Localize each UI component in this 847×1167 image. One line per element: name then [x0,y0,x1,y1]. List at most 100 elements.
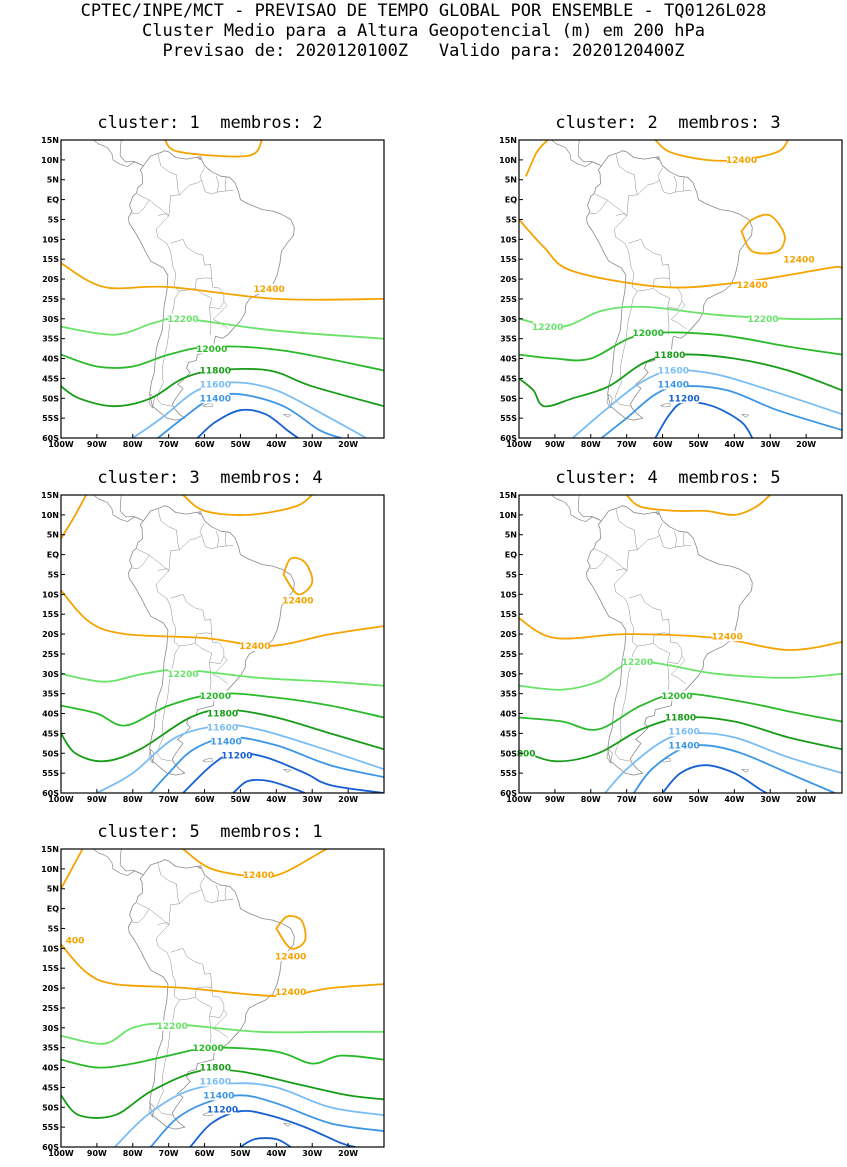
lat-tick-label: 15N [499,136,517,145]
contour-11400 [632,744,836,793]
island-coast [741,413,749,418]
contour-label: 12400 [711,632,742,642]
latitude-axis: 15N 10N 5N EQ 5S 10S 15S 20S 25S 30S 35S 40S 45S 50S 5… [499,491,523,798]
contour-label-bg [240,640,270,651]
contour-label-bg [276,951,306,962]
contour-11200 [196,408,299,438]
country-border [209,307,212,335]
country-border [195,278,225,309]
country-border [653,633,683,664]
country-border [179,876,205,904]
lat-tick-label: 5S [48,924,60,933]
coastline-central-america [119,494,142,521]
country-border [615,213,628,216]
contour-label: 11400 [668,742,699,752]
island-coast [197,865,202,870]
lat-tick-label: 40S [42,1064,59,1073]
cluster-panel-1: cluster: 1 membros: 2 12400 12200 12000 118… [40,113,385,458]
cluster-panel-4: cluster: 4 membros: 5 12400 12200 12000 118… [498,468,843,813]
contour-label-bg [254,284,284,294]
country-border [659,535,692,550]
map-cluster-1: 12400 12200 12000 11800 11600 11400 15N 10N 5N EQ… [41,136,385,449]
contour-label: 12000 [192,1044,223,1054]
map-geography [61,494,384,793]
lon-tick-label: 50W [230,440,250,449]
lon-tick-label: 100W [48,440,74,449]
country-border [132,548,150,569]
island-coast [283,768,291,773]
lat-tick-label: 60S [42,1143,59,1152]
lon-tick-label: 20W [338,1149,358,1158]
contour-11200 [661,764,768,793]
contour-label-bg [658,365,688,376]
contour-label-bg [200,393,230,404]
lat-tick-label: 45S [42,1083,59,1092]
lat-tick-label: 30S [500,315,517,324]
contour-label-bg [193,1042,223,1053]
contour-label-bg [727,154,757,165]
contour-label-bg [200,690,230,701]
contour-label-bg [533,321,563,332]
lat-tick-label: 50S [42,1103,59,1112]
lon-tick-label: 70W [617,440,637,449]
lat-tick-label: 45S [500,374,517,383]
contour-label: 12200 [157,1022,188,1032]
lon-tick-label: 80W [581,795,601,804]
contour-label: 12000 [661,692,692,702]
contour-11200 [239,1137,292,1147]
contour-label-bg [622,656,652,667]
lat-tick-label: 10S [42,590,59,599]
lon-tick-label: 90W [545,795,565,804]
lat-tick-label: EQ [47,905,59,914]
country-border [673,176,678,193]
lat-tick-label: 40S [42,710,59,719]
longitude-axis: 100W 90W 80W 70W 60W 50W 40W 30W 20W [506,789,816,804]
lon-tick-label: 100W [506,795,532,804]
lon-tick-label: 40W [724,440,744,449]
contour-labels: 12400 400 12400 12400 12200 12000 11800 11600 11… [66,869,306,1115]
contour-12000 [61,692,384,727]
cluster-panel-5: cluster: 5 membros: 1 12400 400 12400 12400… [40,822,385,1167]
lat-tick-label: 45S [42,374,59,383]
country-border [201,889,234,904]
map-cluster-4: 12400 12200 12000 11800 11600 11400 800 15N 10N 5… [499,491,843,804]
lon-tick-label: 80W [123,795,143,804]
contour-label: 11600 [200,381,231,391]
contour-label-bg [208,708,237,719]
contour-label: 12200 [622,658,653,668]
island-coast [655,511,660,516]
island-coast [655,156,660,161]
island-coast [741,768,749,773]
contour-12400 [182,495,314,516]
contour-label-bg [712,631,742,642]
country-border [195,987,225,1018]
map-cluster-2: 12400 12400 12400 12200 12200 12000 11800 11600… [499,136,843,449]
country-border [132,902,150,923]
lat-tick-label: EQ [47,551,59,560]
coastline [586,505,753,776]
country-border [670,656,687,684]
contour-label: 12400 [737,281,768,291]
island-coast [202,757,213,763]
contour-labels: 12400 12200 12000 11800 11600 11400 [167,284,285,404]
country-border [149,554,169,572]
lat-tick-label: 5N [47,885,59,894]
country-border [613,508,638,762]
lat-tick-label: EQ [505,551,517,560]
latitude-axis: 15N 10N 5N EQ 5S 10S 15S 20S 25S 30S 35S 40S 45S 50S 5… [41,491,65,798]
map-background [61,849,384,1147]
country-border [209,662,212,690]
lon-tick-label: 50W [230,795,250,804]
lat-tick-label: 50S [500,394,517,403]
country-border [149,908,169,926]
country-border [224,886,227,900]
contour-label: 11200 [668,394,699,404]
contour-label-bg [157,1020,187,1031]
lat-tick-label: 30S [500,670,517,679]
coastline-central-america [119,848,142,875]
lon-tick-label: 80W [581,440,601,449]
lon-tick-label: 30W [302,795,322,804]
lat-tick-label: 25S [500,650,517,659]
lon-tick-label: 60W [195,1149,215,1158]
header-line-1: CPTEC/INPE/MCT - PREVISAO DE TEMPO GLOBA… [80,1,767,21]
